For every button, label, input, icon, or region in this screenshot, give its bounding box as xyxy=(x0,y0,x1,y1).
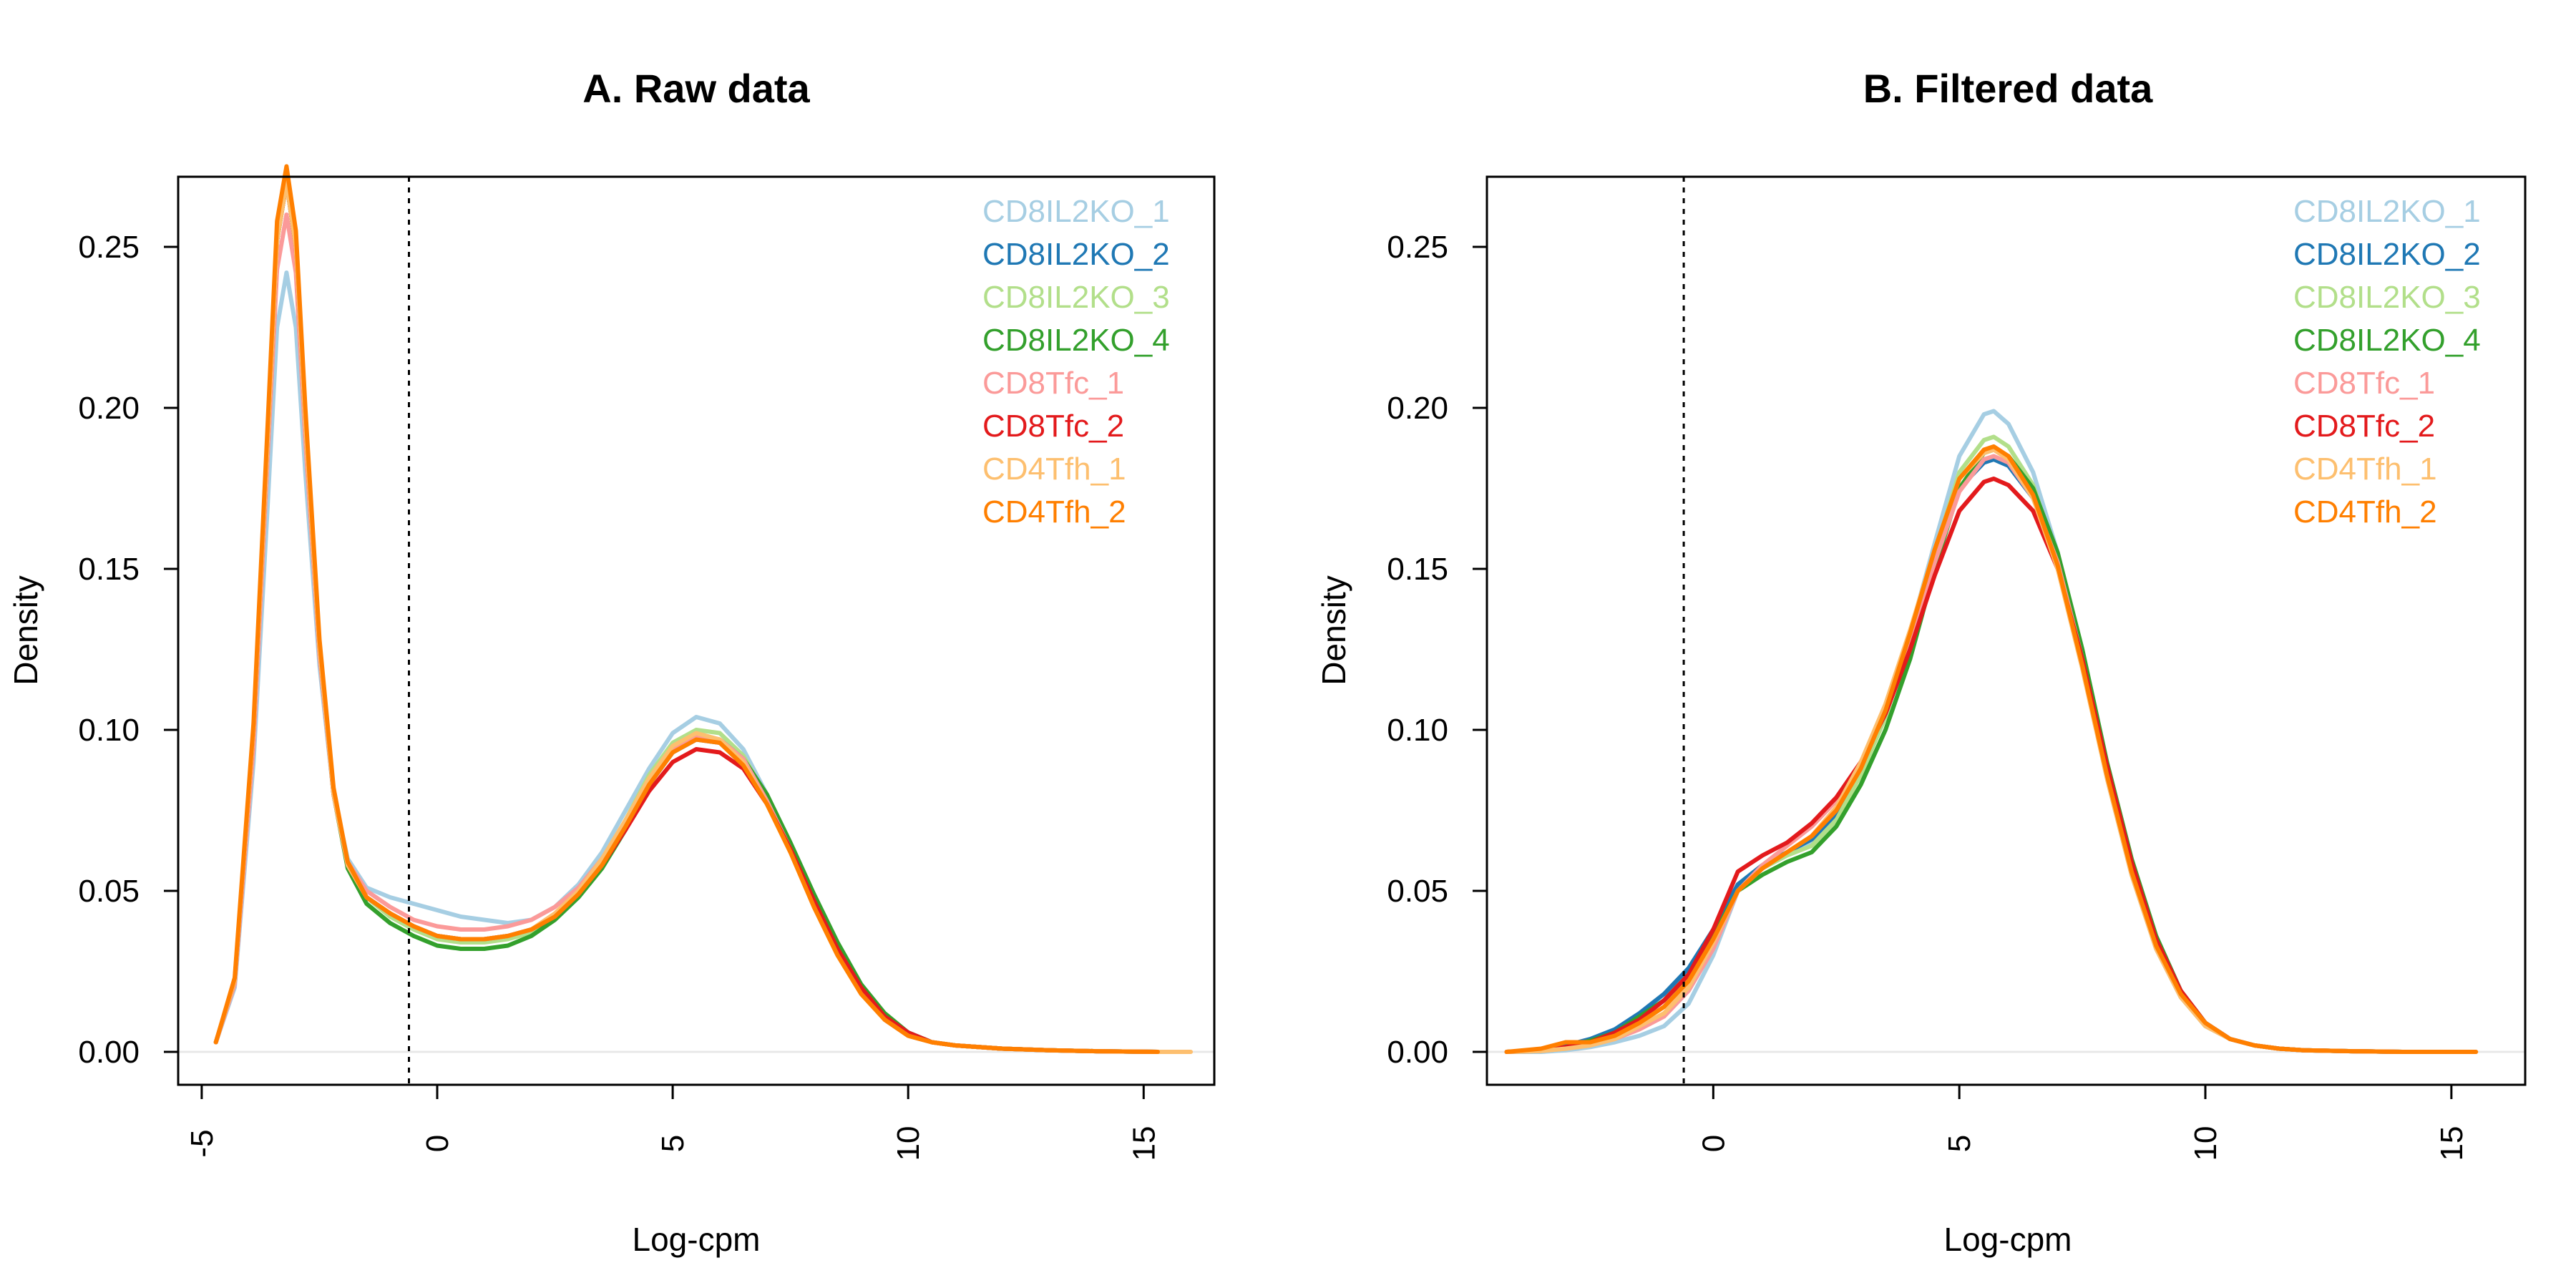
x-axis-label: Log-cpm xyxy=(633,1221,761,1258)
legend-entry: CD8Tfc_1 xyxy=(2293,366,2435,401)
series-line-cd8tfc-2 xyxy=(1504,477,2439,1054)
x-tick-label: 5 xyxy=(1942,1135,1977,1152)
y-tick-label: 0.25 xyxy=(1387,230,1448,265)
y-tick-label: 0.05 xyxy=(78,874,140,909)
legend-entry: CD8IL2KO_3 xyxy=(982,280,1170,315)
y-tick-label: 0.20 xyxy=(78,391,140,426)
series-layer xyxy=(1487,409,2525,1054)
legend-entry: CD8Tfc_2 xyxy=(982,409,1124,444)
x-tick-label: 0 xyxy=(1696,1135,1731,1152)
legend-entry: CD4Tfh_2 xyxy=(2293,494,2437,530)
panel-filtered-data: B. Filtered data 0.00 0.05 0.10 0.15 0.20 0.2… xyxy=(1315,66,2527,1258)
legend-entry: CD8IL2KO_1 xyxy=(2293,194,2481,229)
x-axis-label: Log-cpm xyxy=(1944,1221,2072,1258)
y-tick-label: 0.05 xyxy=(1387,874,1448,909)
legend-entry: CD8IL2KO_3 xyxy=(2293,280,2481,315)
series-line-cd8il2ko-2 xyxy=(1504,457,2439,1054)
series-layer xyxy=(178,164,1214,1054)
y-tick-label: 0.10 xyxy=(1387,713,1448,748)
series-line-cd8tfc-1 xyxy=(1504,454,2439,1054)
legend-entry: CD8Tfc_2 xyxy=(2293,409,2435,444)
series-line-cd4tfh-2 xyxy=(1504,444,2479,1054)
panel-raw-data: A. Raw data 0.00 0.05 0.10 0.15 0.20 0.25 -5 0… xyxy=(7,66,1216,1258)
y-axis-label: Density xyxy=(1315,575,1352,685)
x-tick-label: 10 xyxy=(2188,1126,2223,1161)
y-tick-label: 0.15 xyxy=(78,552,140,587)
legend-entry: CD8IL2KO_4 xyxy=(2293,323,2481,358)
y-tick-label: 0.10 xyxy=(78,713,140,748)
x-tick-label: 0 xyxy=(420,1135,455,1152)
chart-title: A. Raw data xyxy=(582,66,810,111)
legend: CD8IL2KO_1 CD8IL2KO_2 CD8IL2KO_3 CD8IL2KO_4… xyxy=(982,194,1170,530)
legend-entry: CD8IL2KO_2 xyxy=(982,237,1170,272)
y-tick-label: 0.15 xyxy=(1387,552,1448,587)
series-line-cd4tfh-2 xyxy=(213,164,1160,1054)
legend-entry: CD8IL2KO_1 xyxy=(982,194,1170,229)
x-tick-label: 10 xyxy=(891,1126,926,1161)
chart-title: B. Filtered data xyxy=(1863,66,2153,111)
y-tick-label: 0.00 xyxy=(1387,1035,1448,1070)
legend-entry: CD8Tfc_1 xyxy=(982,366,1124,401)
legend-entry: CD8IL2KO_2 xyxy=(2293,237,2481,272)
y-tick-label: 0.25 xyxy=(78,230,140,265)
y-axis-label: Density xyxy=(7,575,44,685)
series-line-cd8il2ko-4 xyxy=(1504,447,2439,1054)
legend-entry: CD4Tfh_1 xyxy=(2293,452,2437,487)
legend-entry: CD4Tfh_2 xyxy=(982,494,1126,530)
legend: CD8IL2KO_1 CD8IL2KO_2 CD8IL2KO_3 CD8IL2KO_4… xyxy=(2293,194,2481,530)
legend-entry: CD4Tfh_1 xyxy=(982,452,1126,487)
x-axis: 0 5 10 15 xyxy=(1696,1083,2469,1161)
y-tick-label: 0.00 xyxy=(78,1035,140,1070)
x-tick-label: 15 xyxy=(1126,1126,1161,1161)
x-axis: -5 0 5 10 15 xyxy=(185,1083,1161,1161)
x-tick-label: -5 xyxy=(185,1129,220,1157)
y-axis: 0.00 0.05 0.10 0.15 0.20 0.25 xyxy=(78,230,180,1070)
legend-entry: CD8IL2KO_4 xyxy=(982,323,1170,358)
x-tick-label: 15 xyxy=(2434,1126,2469,1161)
y-axis: 0.00 0.05 0.10 0.15 0.20 0.25 xyxy=(1387,230,1488,1070)
series-line-cd4tfh-1 xyxy=(1504,447,2479,1054)
x-tick-label: 5 xyxy=(655,1135,691,1152)
y-tick-label: 0.20 xyxy=(1387,391,1448,426)
